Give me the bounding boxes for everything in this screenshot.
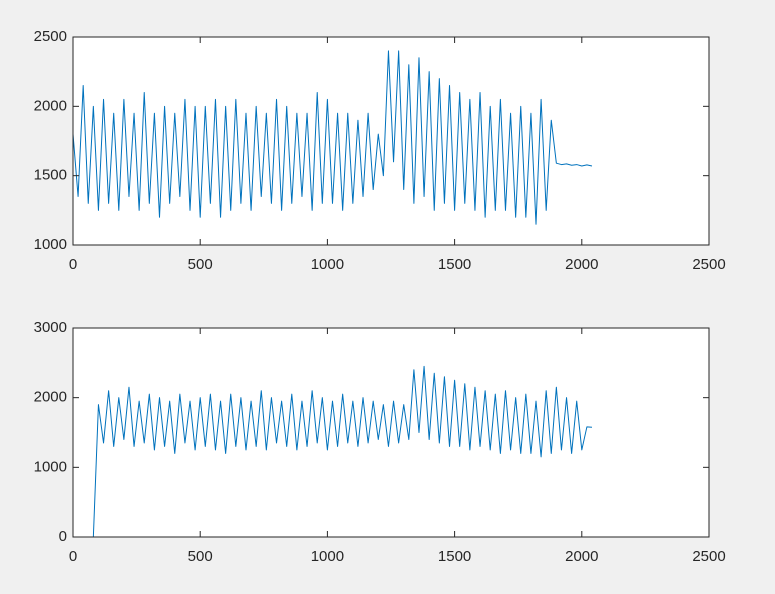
x-tick-label: 1500: [438, 256, 471, 273]
x-tick-label: 2000: [565, 548, 598, 565]
x-tick-label: 2000: [565, 256, 598, 273]
data-line: [72, 50, 593, 225]
y-tick-label: 2500: [34, 28, 67, 45]
x-tick-label: 1000: [311, 256, 344, 273]
x-tick-label: 2500: [692, 256, 725, 273]
axes-box: [72, 327, 710, 538]
x-tick-label: 0: [69, 256, 77, 273]
y-tick-label: 2000: [34, 97, 67, 114]
y-tick-label: 1500: [34, 167, 67, 184]
x-tick-label: 2500: [692, 548, 725, 565]
x-tick-label: 1500: [438, 548, 471, 565]
plot-area: [73, 328, 709, 537]
y-tick-label: 3000: [34, 319, 67, 336]
x-tick-label: 0: [69, 548, 77, 565]
y-tick-label: 0: [59, 528, 67, 545]
x-tick-label: 500: [188, 256, 213, 273]
y-tick-label: 2000: [34, 389, 67, 406]
y-tick-label: 1000: [34, 236, 67, 253]
y-tick-label: 1000: [34, 458, 67, 475]
data-line: [73, 365, 593, 538]
plot-area: [73, 37, 709, 245]
axes-box: [72, 36, 710, 246]
x-tick-label: 500: [188, 548, 213, 565]
x-tick-label: 1000: [311, 548, 344, 565]
